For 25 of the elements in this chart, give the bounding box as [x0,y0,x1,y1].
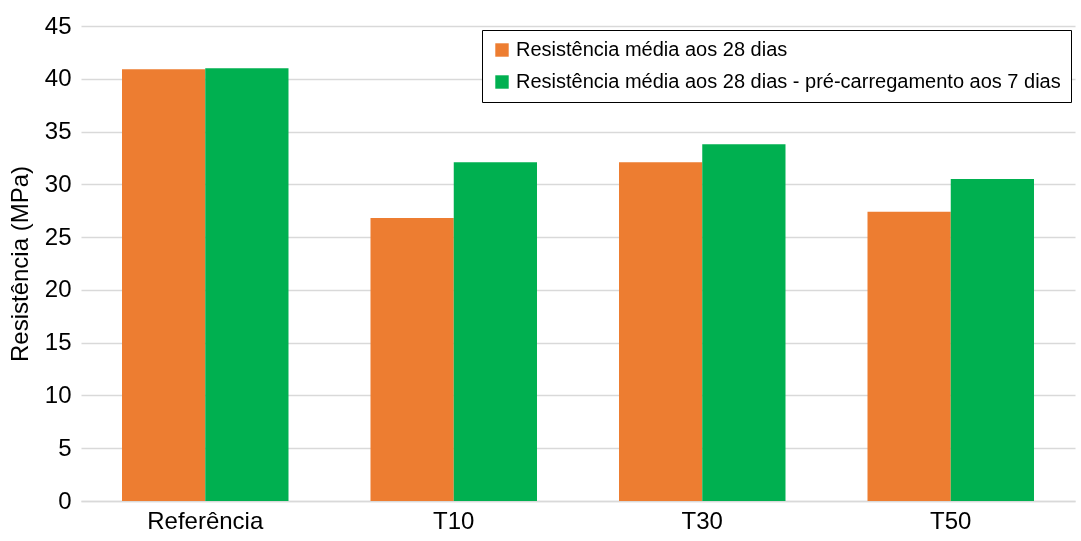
x-tick-label: T10 [433,506,475,534]
bar [702,144,786,501]
bar [950,179,1034,501]
y-tick-label: 15 [44,328,72,356]
legend-label: Resistência média aos 28 dias - pré-carregamento aos 7 dias [516,70,1061,92]
x-tick-label: T30 [681,506,723,534]
y-tick-label: 45 [44,11,72,39]
y-tick-label: 5 [58,433,72,461]
y-tick-label: 40 [44,64,72,92]
x-tick-label: Referência [147,506,264,534]
bar [122,69,206,501]
bar [453,162,537,501]
x-tick-label: T50 [930,506,972,534]
y-tick-label: 10 [44,380,72,408]
y-tick-label: 20 [44,275,72,303]
bar [205,68,289,501]
y-tick-label: 25 [44,222,72,250]
bar [867,211,951,501]
bar [370,218,454,501]
y-tick-label: 35 [44,117,72,145]
legend-label: Resistência média aos 28 dias [516,38,788,60]
bar [619,162,703,501]
y-tick-label: 30 [44,169,72,197]
y-tick-label: 0 [58,486,72,514]
y-axis-title: Resistência (MPa) [5,165,33,363]
